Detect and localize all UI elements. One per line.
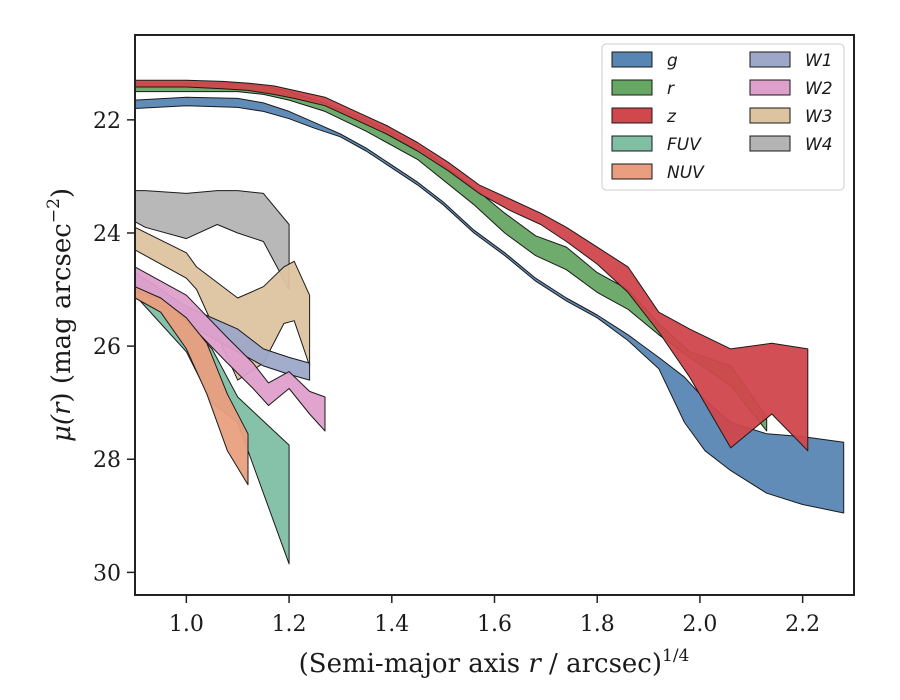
- y-axis-title: μ(r) (mag arcsec−2): [44, 188, 77, 442]
- legend-label-r: r: [667, 79, 675, 99]
- x-tick-label: 2.2: [785, 612, 820, 637]
- legend-label-w1: W1: [805, 51, 833, 71]
- legend-label-w2: W2: [805, 79, 833, 99]
- legend-swatch-nuv: [611, 163, 653, 180]
- band-z: [135, 79, 809, 452]
- legend-swatch-z: [611, 107, 653, 124]
- x-axis: 1.0 1.2 1.4 1.6 1.8 2.0 2.2: [169, 595, 820, 637]
- x-tick-label: 1.0: [169, 612, 204, 637]
- legend-label-w4: W4: [805, 135, 833, 155]
- legend-swatch-w1: [749, 51, 791, 68]
- legend-swatch-w4: [749, 135, 791, 152]
- profile-bands: [135, 79, 845, 565]
- x-tick-label: 1.6: [477, 612, 512, 637]
- y-tick-label: 22: [93, 109, 121, 134]
- x-tick-label: 1.8: [580, 612, 615, 637]
- y-tick-label: 30: [93, 561, 121, 586]
- band-nuv: [135, 286, 249, 486]
- legend-label-fuv: FUV: [667, 135, 702, 155]
- legend-swatch-g: [611, 51, 653, 68]
- y-tick-label: 26: [93, 335, 121, 360]
- legend-label-g: g: [667, 51, 678, 71]
- x-tick-label: 2.0: [682, 612, 717, 637]
- legend-swatch-w2: [749, 79, 791, 96]
- legend-swatch-r: [611, 79, 653, 96]
- band-w2: [135, 266, 326, 432]
- x-tick-label: 1.2: [272, 612, 307, 637]
- x-axis-title: (Semi-major axis r / arcsec)1/4: [299, 646, 690, 679]
- band-g: [135, 96, 845, 514]
- legend-label-z: z: [666, 107, 677, 127]
- legend: grz FUV NUV W1 W2 W3 W4: [601, 43, 845, 191]
- legend-label-nuv: NUV: [667, 163, 705, 183]
- y-axis: 22 24 26 28 30: [93, 109, 135, 586]
- x-tick-label: 1.4: [374, 612, 409, 637]
- y-tick-label: 24: [93, 222, 121, 247]
- legend-swatch-w3: [749, 107, 791, 124]
- legend-label-w3: W3: [805, 107, 833, 127]
- y-tick-label: 28: [93, 448, 121, 473]
- legend-swatch-fuv: [611, 135, 653, 152]
